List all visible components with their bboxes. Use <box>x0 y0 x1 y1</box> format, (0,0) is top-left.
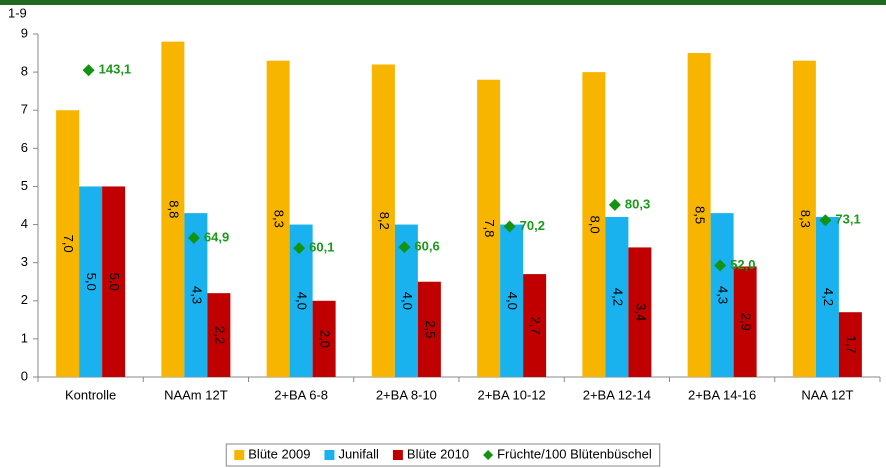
top-bar <box>0 0 886 5</box>
bar <box>838 312 862 377</box>
marker <box>503 220 516 233</box>
bar <box>184 213 208 377</box>
marker-label: 70,2 <box>520 218 545 233</box>
value-label: 3,4 <box>633 303 648 321</box>
marker-label: 52,0 <box>730 257 755 272</box>
marker-label: 80,3 <box>625 196 650 211</box>
value-label: 5,0 <box>107 273 122 291</box>
bar <box>417 281 441 377</box>
x-tick-label: NAAm 12T <box>164 387 228 402</box>
marker-label: 73,1 <box>835 212 860 227</box>
bar <box>523 274 547 377</box>
legend-label: Früchte/100 Blütenbüschel <box>497 446 652 461</box>
bar <box>605 216 629 377</box>
value-label: 4,2 <box>610 288 625 306</box>
y-tick-label: 8 <box>21 64 28 79</box>
marker <box>608 198 621 211</box>
bar <box>161 41 185 377</box>
legend: Blüte 2009 Junifall Blüte 2010 Früchte/100 … <box>225 443 661 467</box>
x-tick-label: 2+BA 10-12 <box>477 387 545 402</box>
bar <box>815 216 839 377</box>
legend-swatch <box>483 450 494 460</box>
value-label: 5,0 <box>84 273 99 291</box>
x-tick-label: 2+BA 6-8 <box>274 387 328 402</box>
y-tick-label: 6 <box>21 140 28 155</box>
y-tick-label: 9 <box>21 25 28 40</box>
value-label: 1,7 <box>844 336 859 354</box>
y-tick-label: 7 <box>21 102 28 117</box>
bar <box>394 224 418 377</box>
bar <box>500 224 524 377</box>
legend-swatch <box>392 450 403 460</box>
y-tick-label: 0 <box>21 368 28 383</box>
bar <box>79 186 103 377</box>
x-tick-label: 2+BA 8-10 <box>376 387 437 402</box>
bar <box>102 186 126 377</box>
x-tick-label: NAA 12T <box>801 387 853 402</box>
value-label: 8,3 <box>798 210 813 228</box>
value-label: 4,3 <box>189 286 204 304</box>
y-tick-label: 1 <box>21 330 28 345</box>
value-label: 8,3 <box>272 210 287 228</box>
legend-label: Blüte 2009 <box>248 446 310 461</box>
bar <box>628 247 652 377</box>
marker <box>293 242 306 255</box>
legend-swatch <box>324 450 335 460</box>
value-label: 4,0 <box>400 292 415 310</box>
value-label: 2,2 <box>212 326 227 344</box>
value-label: 2,0 <box>318 330 333 348</box>
legend-label: Junifall <box>338 446 379 461</box>
value-label: 8,8 <box>166 200 181 218</box>
value-label: 2,9 <box>739 313 754 331</box>
bar <box>207 293 231 377</box>
value-label: 4,2 <box>821 288 836 306</box>
value-label: 4,0 <box>505 292 520 310</box>
bar <box>792 60 816 378</box>
marker-label: 60,6 <box>414 239 439 254</box>
bar <box>710 213 734 377</box>
bar <box>733 266 757 377</box>
bar <box>477 79 501 377</box>
x-tick-label: 2+BA 14-16 <box>688 387 756 402</box>
y-tick-label: 5 <box>21 178 28 193</box>
marker <box>714 259 727 272</box>
value-label: 8,0 <box>587 216 602 234</box>
y-axis-label: 1-9 <box>8 5 27 20</box>
y-tick-label: 2 <box>21 292 28 307</box>
value-label: 4,3 <box>716 286 731 304</box>
legend-swatch <box>234 450 245 460</box>
value-label: 2,5 <box>423 320 438 338</box>
marker <box>398 241 411 254</box>
bar <box>687 53 711 378</box>
y-tick-label: 4 <box>21 216 28 231</box>
value-label: 4,0 <box>295 292 310 310</box>
x-tick-label: 2+BA 12-14 <box>583 387 651 402</box>
value-label: 8,2 <box>377 212 392 230</box>
x-tick-label: Kontrolle <box>65 387 116 402</box>
bar <box>312 300 336 377</box>
value-label: 8,5 <box>693 206 708 224</box>
legend-box <box>225 443 661 467</box>
bar <box>289 224 313 377</box>
marker <box>82 64 95 77</box>
value-label: 7,8 <box>482 219 497 237</box>
y-tick-label: 3 <box>21 254 28 269</box>
marker-label: 60,1 <box>309 240 334 255</box>
value-label: 7,0 <box>61 235 76 253</box>
marker <box>819 214 832 227</box>
legend-label: Blüte 2010 <box>407 446 469 461</box>
bar <box>266 60 290 378</box>
marker <box>187 231 200 244</box>
bar <box>371 64 395 377</box>
value-label: 2,7 <box>528 317 543 335</box>
bar <box>582 72 606 377</box>
marker-label: 143,1 <box>99 62 132 77</box>
bar <box>56 110 80 377</box>
marker-label: 64,9 <box>204 229 229 244</box>
